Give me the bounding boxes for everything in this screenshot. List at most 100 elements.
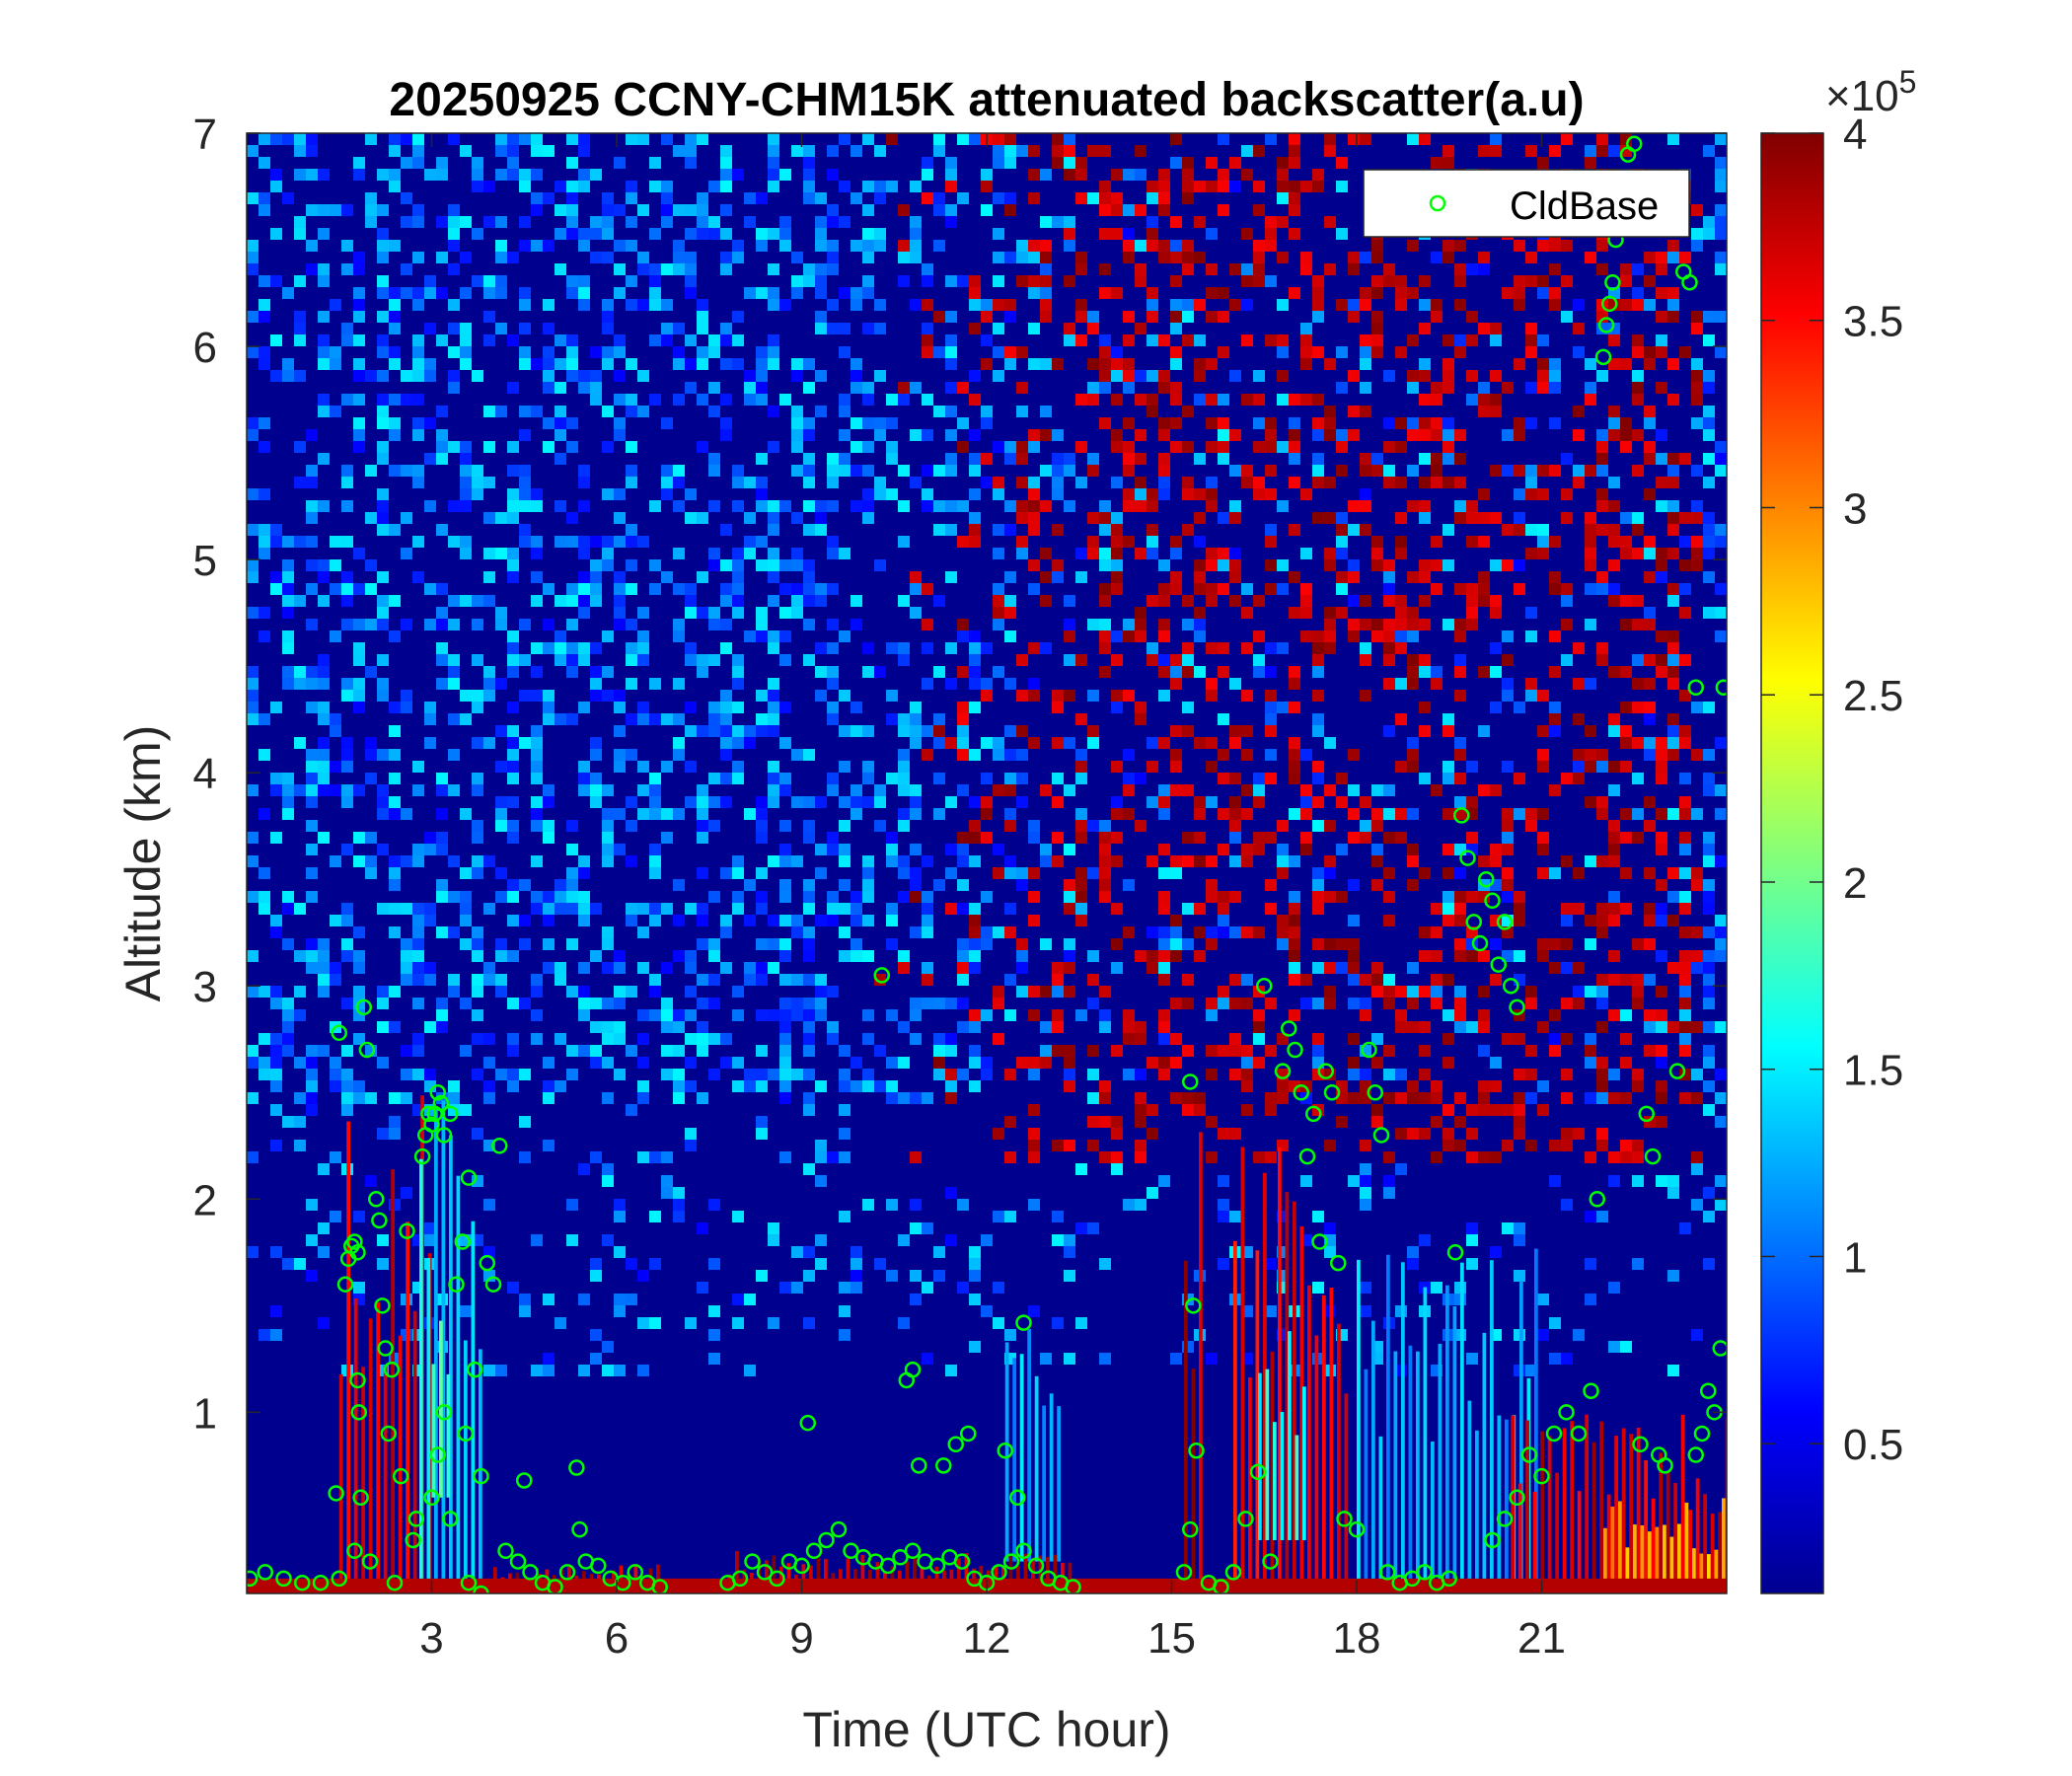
heatmap-cell [566, 844, 578, 855]
heatmap-cell [1099, 358, 1111, 370]
heatmap-cell [507, 382, 519, 394]
heatmap-cell [1253, 1151, 1265, 1163]
heatmap-cell [1111, 654, 1123, 666]
heatmap-cell [969, 749, 981, 761]
heatmap-cell [602, 1365, 614, 1376]
heatmap-cell [993, 346, 1004, 358]
heatmap-cell [353, 583, 365, 595]
heatmap-cell [318, 654, 330, 666]
heatmap-cell [708, 725, 720, 737]
heatmap-cell [1525, 690, 1537, 702]
heatmap-cell [448, 855, 460, 867]
heatmap-cell [1099, 1009, 1111, 1021]
heatmap-cell [1585, 1057, 1596, 1069]
heatmap-cell [614, 808, 626, 820]
heatmap-cell [1016, 796, 1028, 808]
heatmap-cell [1206, 1353, 1218, 1365]
heatmap-cell [1454, 654, 1466, 666]
heatmap-cell [945, 169, 957, 181]
heatmap-cell [1182, 299, 1194, 311]
heatmap-cell [1206, 595, 1218, 607]
heatmap-cell [602, 1092, 614, 1104]
heatmap-cell [578, 784, 590, 796]
heatmap-cell [910, 796, 922, 808]
heatmap-cell [519, 323, 531, 334]
heatmap-cell [1573, 713, 1585, 725]
heatmap-cell [412, 1045, 424, 1057]
heatmap-cell [993, 548, 1004, 559]
heatmap-cell [507, 702, 519, 713]
heatmap-cell [1596, 311, 1608, 323]
heatmap-cell [1632, 299, 1644, 311]
heatmap-cell [1443, 559, 1454, 571]
heatmap-column [1423, 1287, 1428, 1584]
heatmap-cell [1620, 1092, 1632, 1104]
heatmap-cell [1265, 417, 1277, 429]
cloud-base-point [377, 1340, 394, 1357]
heatmap-cell [1514, 287, 1525, 299]
heatmap-cell [957, 619, 969, 630]
heatmap-cell [1075, 334, 1087, 346]
heatmap-cell [839, 690, 851, 702]
heatmap-cell [1040, 595, 1052, 607]
heatmap-cell [1679, 1033, 1691, 1045]
heatmap-cell [614, 1069, 626, 1080]
heatmap-cell [483, 477, 495, 488]
heatmap-cell [1443, 891, 1454, 903]
heatmap-cell [543, 240, 555, 252]
heatmap-cell [768, 796, 779, 808]
heatmap-cell [1135, 630, 1147, 642]
heatmap-cell [1123, 252, 1135, 263]
heatmap-cell [424, 169, 436, 181]
heatmap-cell [898, 642, 910, 654]
heatmap-cell [1206, 548, 1218, 559]
heatmap-cell [803, 1021, 815, 1033]
heatmap-cell [1253, 275, 1265, 287]
cloud-base-point [1065, 1579, 1081, 1593]
heatmap-cell [1135, 204, 1147, 216]
heatmap-cell [1419, 323, 1431, 334]
heatmap-cell [945, 204, 957, 216]
heatmap-cell [1703, 773, 1715, 784]
heatmap-cell [1703, 1104, 1715, 1116]
heatmap-cell [1443, 761, 1454, 773]
heatmap-cell [969, 1246, 981, 1258]
heatmap-cell [270, 915, 282, 926]
heatmap-cell [1466, 595, 1478, 607]
heatmap-cell [697, 358, 708, 370]
cloud-base-point [432, 1094, 450, 1112]
heatmap-cell [1348, 832, 1360, 844]
heatmap-cell [1360, 1009, 1371, 1021]
heatmap-cell [649, 1211, 661, 1222]
heatmap-cell [1561, 275, 1573, 287]
heatmap-cell [472, 690, 483, 702]
heatmap-cell [768, 1222, 779, 1234]
heatmap-cell [1324, 986, 1336, 998]
heatmap-cell [993, 998, 1004, 1009]
heatmap-cell [791, 1069, 803, 1080]
heatmap-cell [1679, 974, 1691, 986]
heatmap-cell [933, 713, 945, 725]
heatmap-cell [1443, 334, 1454, 346]
heatmap-cell [1158, 334, 1170, 346]
heatmap-cell [1585, 725, 1596, 737]
heatmap-cell [993, 299, 1004, 311]
heatmap-cell [1691, 559, 1703, 571]
heatmap-cell [768, 145, 779, 157]
heatmap-cell [1454, 690, 1466, 702]
heatmap-cell [839, 323, 851, 334]
heatmap-cell [768, 938, 779, 950]
heatmap-cell [945, 642, 957, 654]
cloud-base-point [1478, 870, 1495, 888]
heatmap-cell [933, 406, 945, 417]
cloud-base-point [1348, 1520, 1366, 1538]
heatmap-cell [377, 1234, 389, 1246]
heatmap-cell [874, 1045, 886, 1057]
heatmap-cell [1206, 583, 1218, 595]
heatmap-cell [1632, 287, 1644, 299]
heatmap-column [1364, 1369, 1369, 1584]
heatmap-cell [306, 512, 318, 524]
heatmap-cell [1135, 263, 1147, 275]
heatmap-cell [1111, 429, 1123, 441]
heatmap-cell [1703, 429, 1715, 441]
